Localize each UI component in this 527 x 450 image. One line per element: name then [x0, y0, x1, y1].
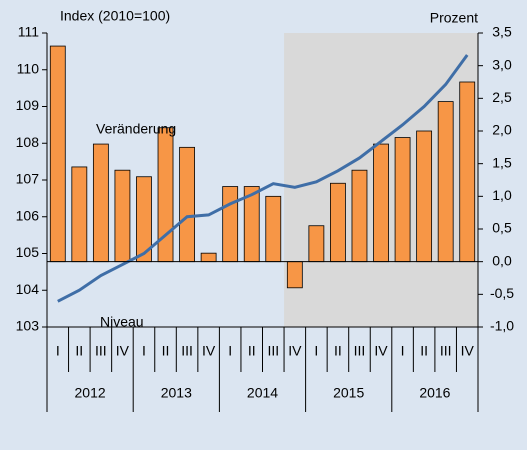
x-tick-label: I — [401, 343, 405, 359]
bar — [157, 127, 174, 263]
x-tick-label: I — [228, 343, 232, 359]
bar — [394, 137, 411, 263]
y2-tick-label: -0,5 — [490, 285, 514, 301]
x-tick-label: II — [75, 343, 83, 359]
x-tick-label: I — [314, 343, 318, 359]
y-tick-label: 108 — [16, 134, 40, 150]
y-tick-label: 103 — [16, 318, 40, 334]
y2-tick-label: 1,5 — [492, 154, 512, 170]
annotation: Veränderung — [96, 121, 176, 137]
bar — [459, 81, 476, 263]
x-tick-label: I — [142, 343, 146, 359]
y2-tick-label: 0,0 — [492, 252, 512, 268]
x-tick-label: II — [248, 343, 256, 359]
y2-tick-label: 3,5 — [492, 24, 512, 40]
bar — [222, 186, 239, 263]
y2-tick-label: 1,0 — [492, 187, 512, 203]
bar — [114, 169, 131, 263]
x-tick-label: II — [162, 343, 170, 359]
x-tick-label: IV — [116, 343, 130, 359]
y2-tick-label: 0,5 — [492, 220, 512, 236]
bar — [49, 45, 66, 263]
y-axis-label: Index (2010=100) — [60, 8, 170, 24]
y-tick-label: 104 — [16, 281, 40, 297]
annotation: Niveau — [100, 314, 144, 330]
year-label: 2014 — [247, 385, 278, 401]
x-tick-label: IV — [288, 343, 302, 359]
year-label: 2012 — [75, 385, 106, 401]
y2-tick-label: -1,0 — [490, 318, 514, 334]
x-tick-label: II — [420, 343, 428, 359]
bar — [373, 143, 389, 263]
year-label: 2016 — [419, 385, 450, 401]
x-tick-label: I — [56, 343, 60, 359]
bar — [351, 169, 368, 263]
x-tick-label: IV — [461, 343, 475, 359]
x-tick-label: III — [267, 343, 279, 359]
year-label: 2015 — [333, 385, 364, 401]
y2-tick-label: 3,0 — [492, 56, 512, 72]
y-tick-label: 107 — [16, 171, 40, 187]
y-tick-label: 105 — [16, 244, 40, 260]
x-tick-label: IV — [202, 343, 216, 359]
y2-tick-label: 2,0 — [492, 122, 512, 138]
x-tick-label: III — [95, 343, 107, 359]
bar — [308, 225, 325, 263]
y2-axis-label: Prozent — [430, 10, 478, 26]
bar — [416, 130, 433, 263]
bar — [265, 195, 282, 263]
bar — [437, 101, 454, 263]
x-tick-label: III — [181, 343, 193, 359]
bar — [71, 166, 88, 263]
bar — [330, 182, 346, 263]
bar — [286, 261, 303, 289]
y-tick-label: 111 — [18, 24, 39, 40]
y2-tick-label: 2,5 — [492, 89, 512, 105]
year-label: 2013 — [161, 385, 192, 401]
x-tick-label: III — [440, 343, 452, 359]
y-tick-label: 110 — [17, 60, 40, 76]
x-tick-label: II — [334, 343, 342, 359]
bar — [179, 146, 195, 263]
x-tick-label: III — [354, 343, 366, 359]
bar — [92, 143, 109, 263]
x-tick-label: IV — [374, 343, 388, 359]
line — [57, 54, 469, 303]
y-tick-label: 106 — [16, 207, 40, 223]
bar — [200, 252, 217, 263]
y-tick-label: 109 — [16, 97, 40, 113]
